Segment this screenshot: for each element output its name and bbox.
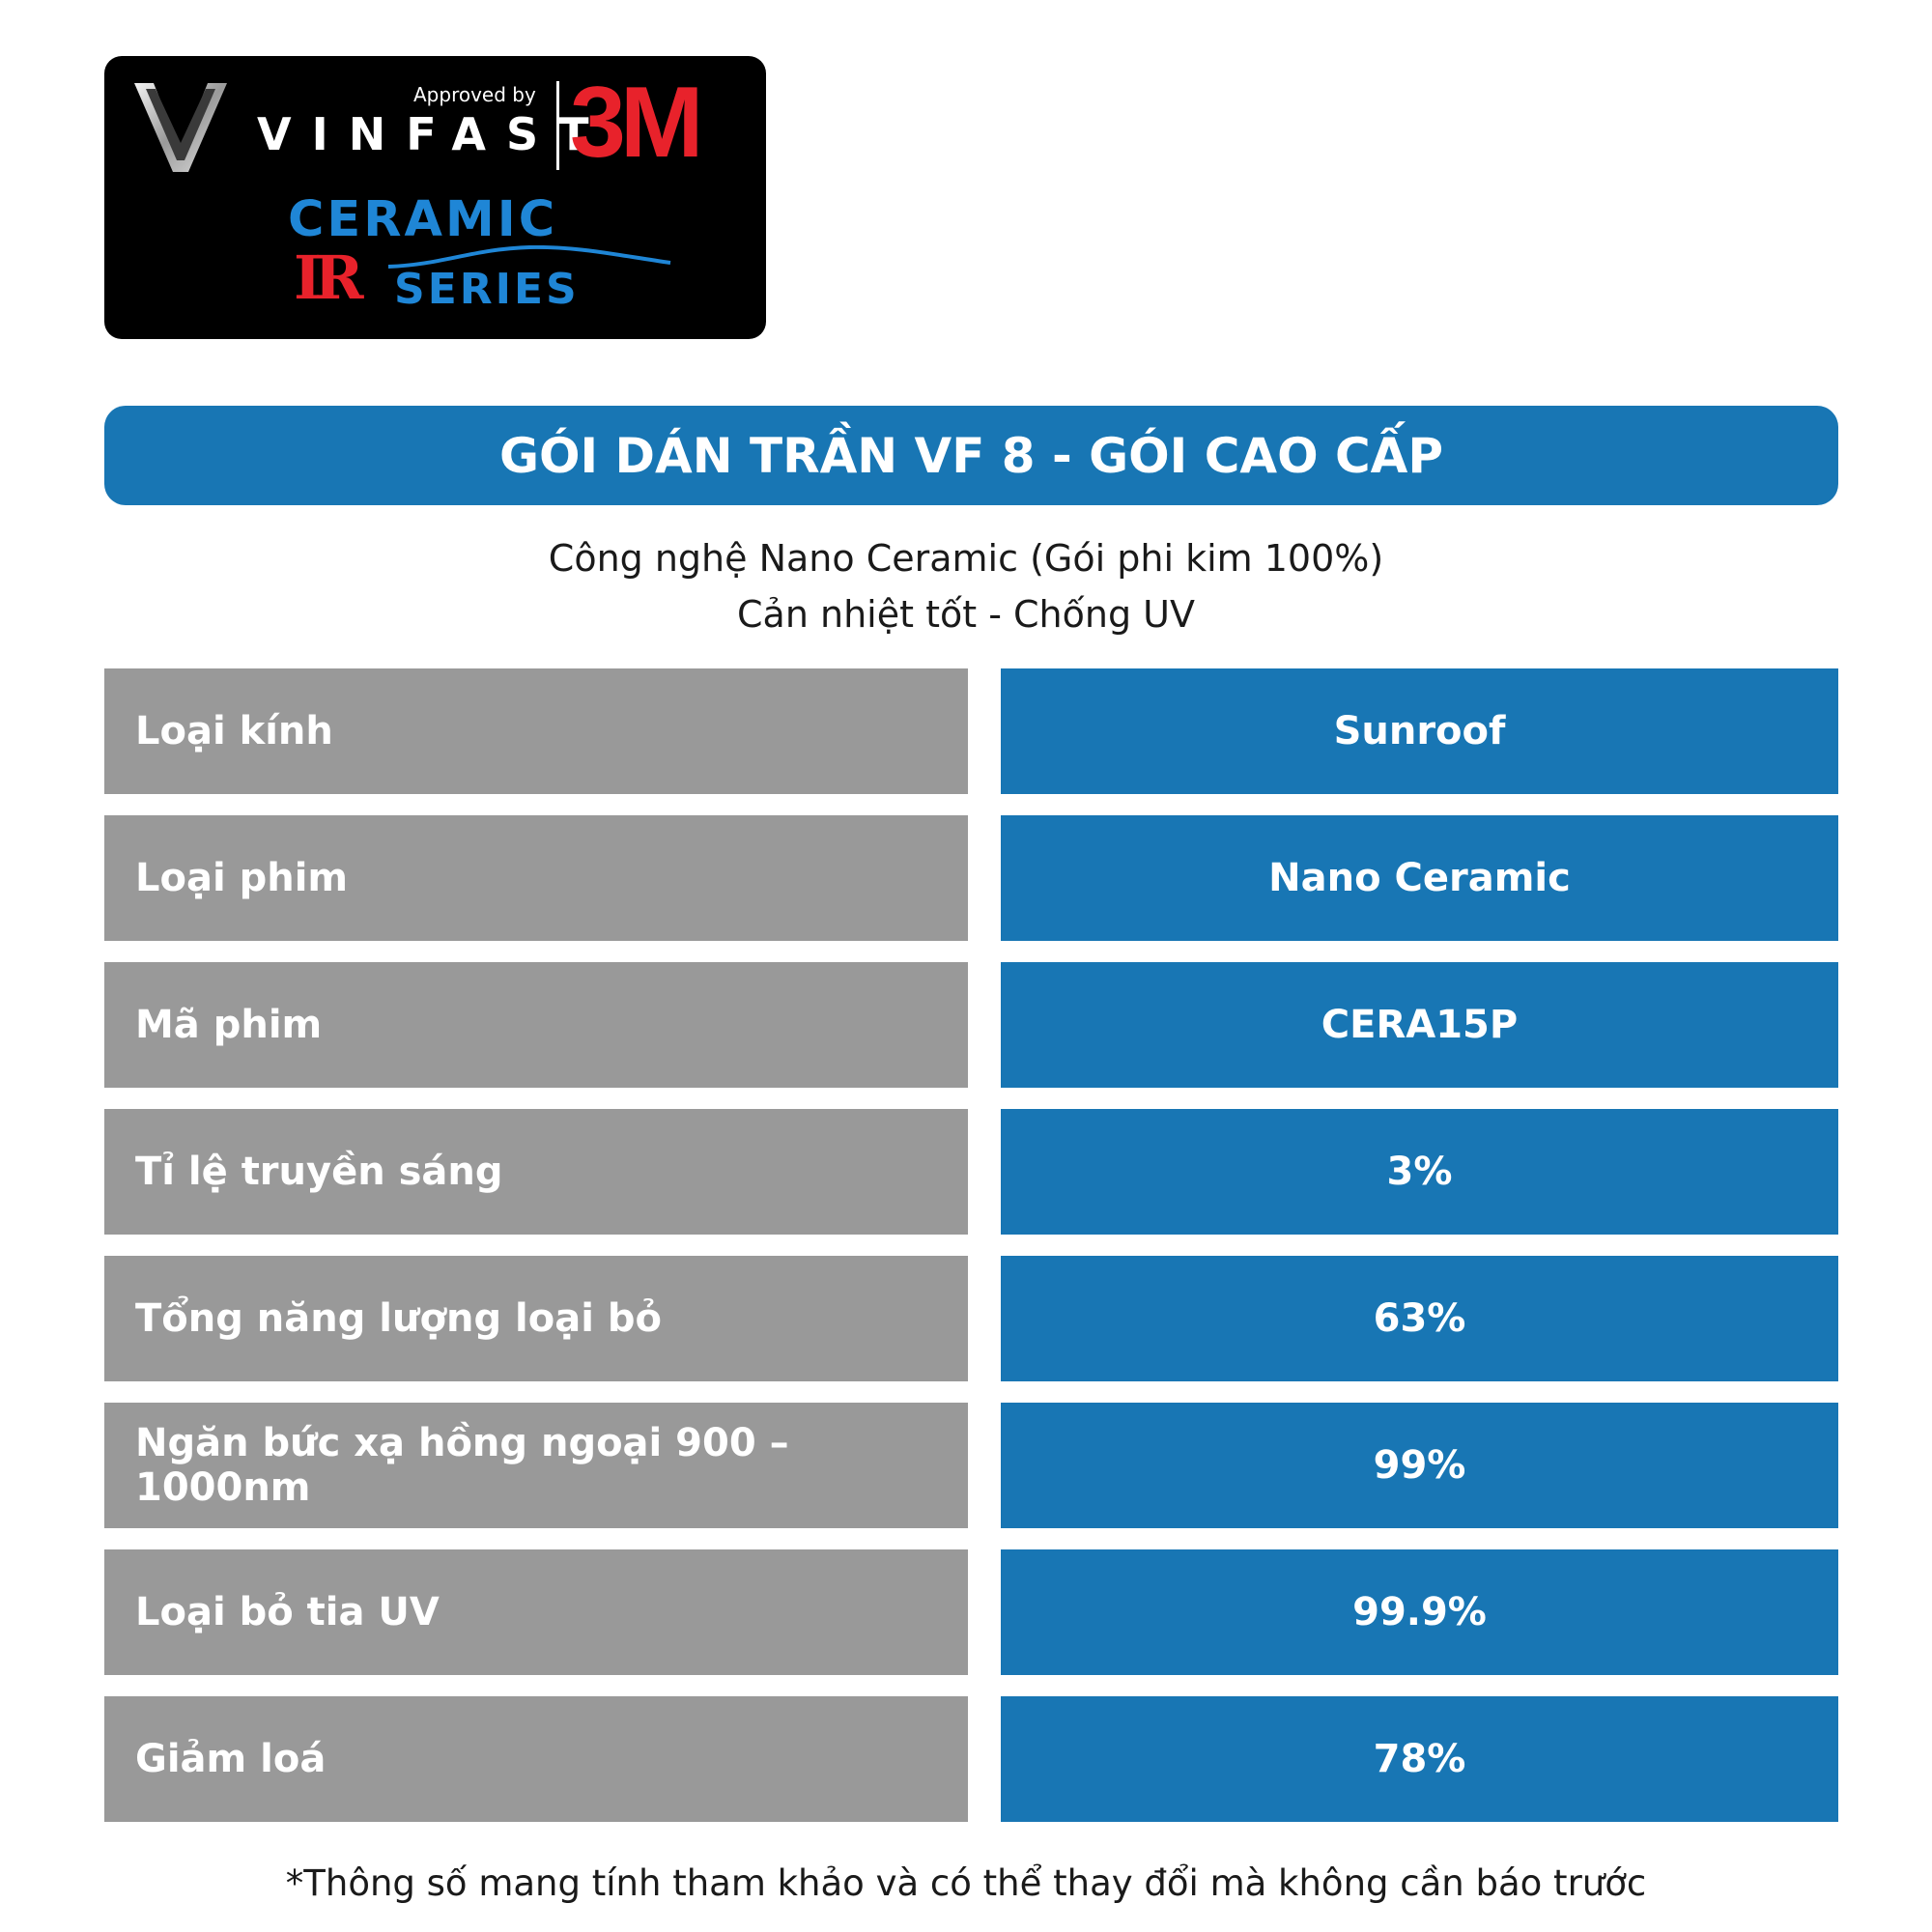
spec-label: Loại kính [104,668,968,794]
spec-label: Mã phim [104,962,968,1088]
spec-value: Nano Ceramic [1001,815,1838,941]
ir-logo: IR [294,242,363,313]
spec-value: 63% [1001,1256,1838,1381]
spec-label: Loại bỏ tia UV [104,1549,968,1675]
spec-value: Sunroof [1001,668,1838,794]
spec-row-uv-rejection: Loại bỏ tia UV 99.9% [104,1549,1838,1675]
spec-label: Loại phim [104,815,968,941]
spec-table: Loại kính Sunroof Loại phim Nano Ceramic… [104,668,1838,1843]
spec-row-light-transmission: Tỉ lệ truyền sáng 3% [104,1109,1838,1235]
spec-value: CERA15P [1001,962,1838,1088]
spec-value: 78% [1001,1696,1838,1822]
spec-value: 99.9% [1001,1549,1838,1675]
spec-row-glass-type: Loại kính Sunroof [104,668,1838,794]
spec-row-film-type: Loại phim Nano Ceramic [104,815,1838,941]
spec-label: Tỉ lệ truyền sáng [104,1109,968,1235]
vinfast-v-logo-icon [134,83,227,172]
car-silhouette-icon [387,245,671,269]
package-title-bar: GÓI DÁN TRẦN VF 8 - GÓI CAO CẤP [104,406,1838,505]
spec-label: Ngăn bức xạ hồng ngoại 900 – 1000nm [104,1403,968,1528]
spec-label: Giảm loá [104,1696,968,1822]
spec-row-film-code: Mã phim CERA15P [104,962,1838,1088]
vinfast-wordmark: VINFAST [257,108,610,160]
series-wordmark: SERIES [394,265,580,314]
disclaimer-footnote: *Thông số mang tính tham khảo và có thể … [285,1862,1647,1904]
3m-logo: 3M [570,67,704,179]
logo-divider [556,81,559,170]
spec-value: 3% [1001,1109,1838,1235]
subtitle-features: Cản nhiệt tốt - Chống UV [737,593,1195,636]
spec-value: 99% [1001,1403,1838,1528]
logo-badge: Approved by VINFAST 3M CERAMIC IR SERIES [104,56,766,339]
spec-row-total-energy-rejected: Tổng năng lượng loại bỏ 63% [104,1256,1838,1381]
spec-row-glare-reduction: Giảm loá 78% [104,1696,1838,1822]
ceramic-wordmark: CERAMIC [288,191,558,248]
spec-row-infrared-rejection: Ngăn bức xạ hồng ngoại 900 – 1000nm 99% [104,1403,1838,1528]
approved-by-text: Approved by [413,83,536,106]
spec-label: Tổng năng lượng loại bỏ [104,1256,968,1381]
subtitle-technology: Công nghệ Nano Ceramic (Gói phi kim 100%… [548,537,1384,580]
package-title: GÓI DÁN TRẦN VF 8 - GÓI CAO CẤP [498,427,1444,484]
